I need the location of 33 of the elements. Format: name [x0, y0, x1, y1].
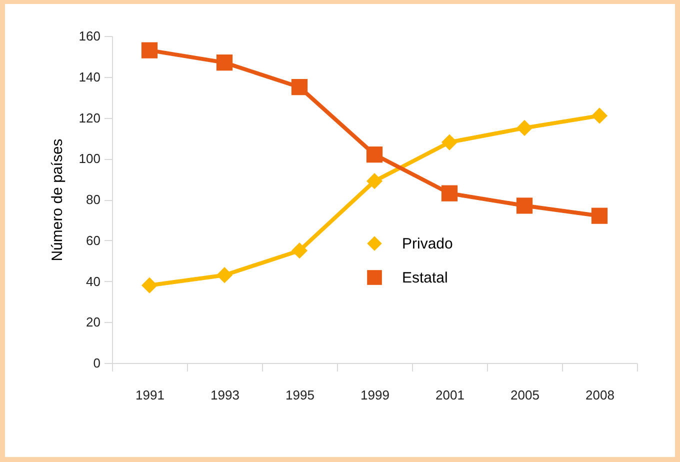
point	[441, 185, 458, 202]
point	[216, 54, 233, 71]
point	[591, 208, 608, 224]
y-tick-label: 20	[86, 314, 100, 330]
y-tick-label: 40	[86, 274, 100, 289]
y-tick-label: 100	[78, 151, 100, 166]
x-tick-label: 2001	[436, 388, 464, 402]
y-axis-title: Número de países	[48, 138, 66, 262]
y-tick-label: 0	[93, 356, 100, 370]
y-tick-label: 140	[78, 69, 100, 84]
point	[291, 79, 308, 96]
point	[366, 173, 383, 190]
x-tick-label: 1993	[210, 388, 240, 402]
y-tick-label: 80	[86, 192, 100, 207]
point	[516, 198, 533, 214]
x-tick-label: 2008	[586, 388, 614, 402]
point	[141, 277, 158, 294]
legend-label: Privado	[402, 236, 453, 252]
point	[141, 42, 158, 58]
point	[291, 242, 308, 259]
point	[441, 134, 458, 150]
x-tick-label: 1995	[286, 388, 314, 402]
x-tick-label: 2005	[510, 388, 540, 402]
legend-label: Estatal	[402, 270, 448, 286]
y-tick-label: 60	[86, 232, 100, 248]
x-tick-label: 1999	[360, 388, 390, 402]
point	[366, 146, 383, 163]
y-tick-label: 120	[78, 110, 100, 126]
point	[216, 267, 233, 284]
point	[516, 120, 533, 136]
x-tick-label: 1991	[136, 388, 164, 402]
y-tick-label: 160	[78, 28, 100, 44]
point	[591, 108, 608, 124]
